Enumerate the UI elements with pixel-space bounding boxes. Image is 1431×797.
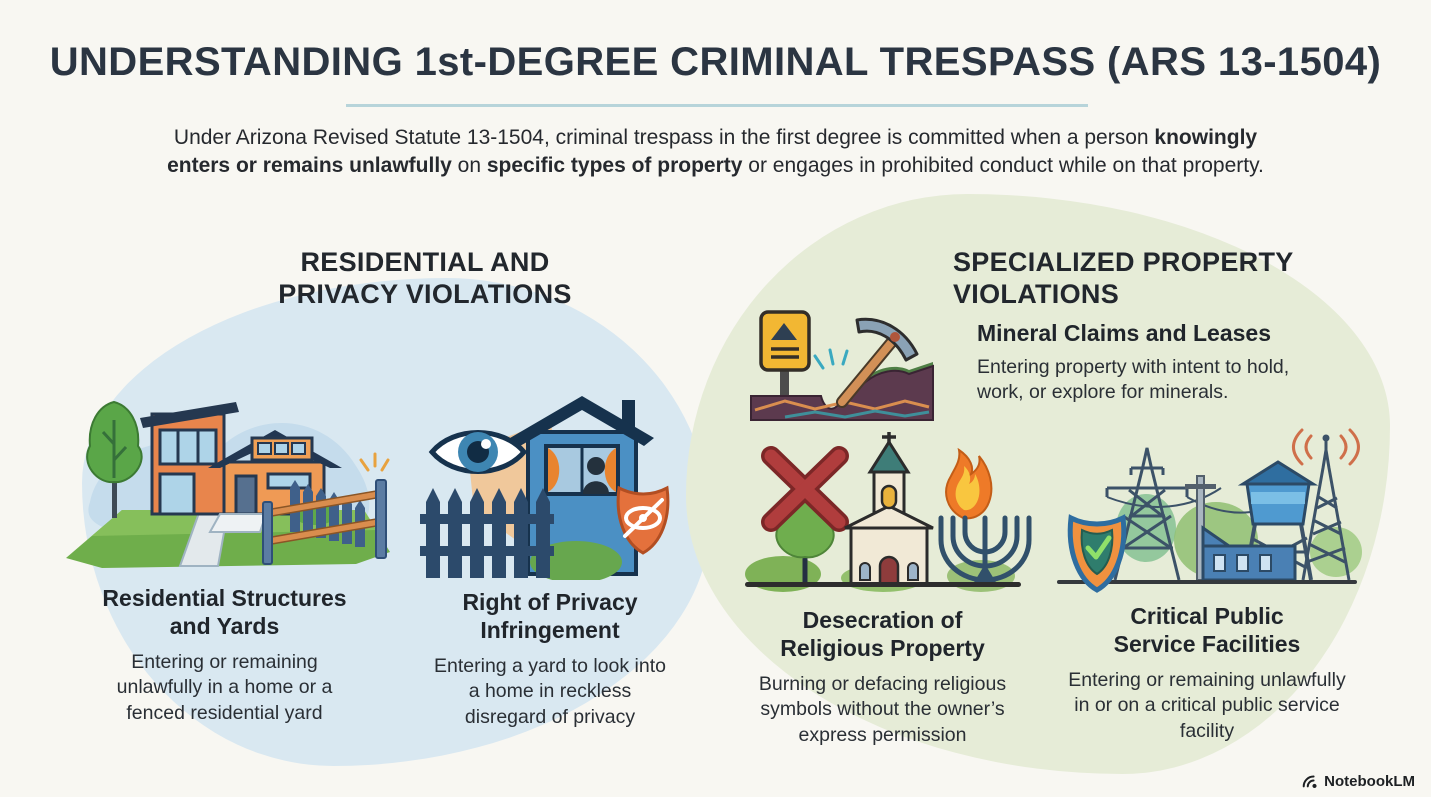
card-title: Desecration of Religious Property <box>725 606 1040 662</box>
card-title-line: Infringement <box>480 617 620 644</box>
intro-text: on <box>451 154 487 178</box>
card-title-line: Desecration of <box>802 607 963 633</box>
house-and-fenced-yard-icon <box>52 362 397 574</box>
heading-line: SPECIALIZED PROPERTY <box>953 247 1294 277</box>
card-description: Entering property with intent to hold, w… <box>977 356 1290 404</box>
notebooklm-logo-icon <box>1301 772 1319 790</box>
utility-towers-and-shield-icon <box>1042 428 1372 598</box>
card-title-line: Residential Structures <box>102 585 347 611</box>
card-title: Right of Privacy Infringement <box>405 588 695 644</box>
intro-bold-property: specific types of property <box>486 154 743 178</box>
title-divider <box>346 104 1088 107</box>
brand-watermark: NotebookLM <box>1301 772 1415 790</box>
card-title-line: Right of Privacy <box>462 589 638 615</box>
card-title-line: and Yards <box>169 613 280 640</box>
eye-watching-house-icon <box>405 390 695 580</box>
feature-text: Mineral Claims and Leases Entering prope… <box>977 320 1329 406</box>
mining-claim-sign-and-pickaxe-icon <box>745 306 935 424</box>
card-description: Entering a yard to look into a home in r… <box>434 655 666 728</box>
intro-paragraph: Under Arizona Revised Statute 13-1504, c… <box>0 124 1431 180</box>
card-title-line: Service Facilities <box>1113 631 1301 658</box>
intro-text: Under Arizona Revised Statute 13-1504, c… <box>173 126 1155 149</box>
section-heading-specialized: SPECIALIZED PROPERTY VIOLATIONS <box>953 247 1390 311</box>
card-title: Critical Public Service Facilities <box>1042 602 1372 658</box>
card-mineral-claims: Mineral Claims and Leases Entering prope… <box>745 306 1329 424</box>
card-title: Residential Structures and Yards <box>52 584 397 640</box>
card-privacy-infringement: Right of Privacy Infringement Entering a… <box>405 390 695 730</box>
page-title: UNDERSTANDING 1st-DEGREE CRIMINAL TRESPA… <box>49 40 1382 84</box>
card-title: Mineral Claims and Leases <box>977 320 1272 346</box>
section-heading-residential: RESIDENTIAL AND PRIVACY VIOLATIONS <box>225 247 625 311</box>
heading-line: PRIVACY VIOLATIONS <box>278 278 572 309</box>
card-description: Entering or remaining unlawfully in a ho… <box>116 651 333 724</box>
card-critical-facilities: Critical Public Service Facilities Enter… <box>1042 428 1372 744</box>
intro-bold-knowingly: knowingly <box>1154 126 1258 149</box>
brand-name: NotebookLM <box>1324 772 1415 790</box>
card-description: Burning or defacing religious symbols wi… <box>758 673 1007 746</box>
heading-line: RESIDENTIAL AND <box>300 247 550 277</box>
intro-text: or engages in prohibited conduct while o… <box>742 154 1264 178</box>
card-desecration-religious: Desecration of Religious Property Burnin… <box>725 430 1040 748</box>
card-title-line: Religious Property <box>780 635 985 662</box>
card-residential-structures: Residential Structures and Yards Enterin… <box>52 362 397 726</box>
heading-line: VIOLATIONS <box>953 278 1120 309</box>
church-menorah-and-flame-icon <box>725 430 1040 600</box>
intro-bold-enters: enters or remains unlawfully <box>167 154 452 178</box>
intro-line-2: enters or remains unlawfully on specific… <box>0 152 1431 180</box>
card-description: Entering or remaining unlawfully in or o… <box>1068 669 1346 742</box>
card-title-line: Critical Public <box>1130 603 1284 629</box>
intro-line-1: Under Arizona Revised Statute 13-1504, c… <box>0 124 1431 152</box>
